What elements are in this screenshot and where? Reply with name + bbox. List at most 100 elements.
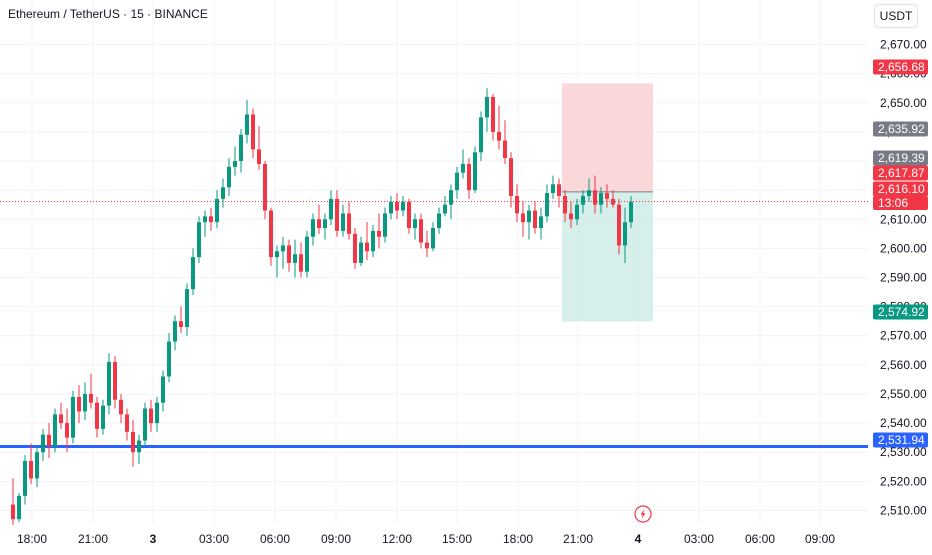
candle[interactable] xyxy=(53,408,57,453)
candle[interactable] xyxy=(293,239,297,278)
candle[interactable] xyxy=(65,408,69,453)
candle[interactable] xyxy=(443,195,447,217)
candle[interactable] xyxy=(11,478,15,525)
candle[interactable] xyxy=(119,393,123,424)
candle[interactable] xyxy=(137,434,141,464)
candle[interactable] xyxy=(551,175,555,199)
candle[interactable] xyxy=(515,184,519,223)
candle[interactable] xyxy=(29,443,33,485)
candle[interactable] xyxy=(503,120,507,164)
candle[interactable] xyxy=(545,184,549,223)
candle[interactable] xyxy=(107,353,111,415)
candle[interactable] xyxy=(473,146,477,194)
candle[interactable] xyxy=(143,402,147,447)
candle[interactable] xyxy=(509,152,513,208)
candle[interactable] xyxy=(149,399,153,432)
candle[interactable] xyxy=(287,239,291,272)
candle[interactable] xyxy=(587,178,591,202)
stop-loss-zone[interactable] xyxy=(562,83,653,192)
candle[interactable] xyxy=(89,373,93,409)
candle[interactable] xyxy=(203,210,207,237)
candle[interactable] xyxy=(557,178,561,208)
candle[interactable] xyxy=(23,455,27,505)
candle[interactable] xyxy=(59,402,63,429)
candle[interactable] xyxy=(377,213,381,249)
candle[interactable] xyxy=(365,222,369,261)
candle[interactable] xyxy=(611,190,615,208)
candle[interactable] xyxy=(431,222,435,252)
candle[interactable] xyxy=(335,190,339,237)
candle[interactable] xyxy=(263,161,267,220)
candle[interactable] xyxy=(599,187,603,214)
candle[interactable] xyxy=(575,198,579,226)
candle[interactable] xyxy=(485,88,489,132)
candle[interactable] xyxy=(131,420,135,467)
candle[interactable] xyxy=(185,283,189,336)
candle[interactable] xyxy=(329,190,333,226)
candle[interactable] xyxy=(167,332,171,383)
currency-selector-button[interactable]: USDT xyxy=(874,4,918,28)
candle[interactable] xyxy=(155,396,159,432)
candle[interactable] xyxy=(629,195,633,228)
candle[interactable] xyxy=(179,306,183,333)
candle[interactable] xyxy=(449,184,453,220)
candle[interactable] xyxy=(47,423,51,459)
candle[interactable] xyxy=(95,396,99,438)
candle[interactable] xyxy=(383,207,387,243)
candle[interactable] xyxy=(215,190,219,228)
candle[interactable] xyxy=(563,190,567,223)
candle[interactable] xyxy=(17,492,21,523)
candle[interactable] xyxy=(209,207,213,231)
candle[interactable] xyxy=(191,248,195,295)
candle[interactable] xyxy=(227,158,231,196)
candle[interactable] xyxy=(623,207,627,263)
candle[interactable] xyxy=(341,204,345,237)
candle[interactable] xyxy=(311,213,315,246)
candle[interactable] xyxy=(113,356,117,409)
candle[interactable] xyxy=(467,158,471,199)
candle[interactable] xyxy=(347,201,351,240)
candle[interactable] xyxy=(527,204,531,240)
candle[interactable] xyxy=(617,198,621,255)
candle[interactable] xyxy=(425,230,429,258)
candle[interactable] xyxy=(281,236,285,269)
candle[interactable] xyxy=(389,195,393,220)
candle[interactable] xyxy=(317,204,321,234)
candle[interactable] xyxy=(299,242,303,278)
candle[interactable] xyxy=(593,175,597,214)
candle[interactable] xyxy=(323,213,327,240)
candle[interactable] xyxy=(401,195,405,217)
candle[interactable] xyxy=(83,382,87,421)
candle[interactable] xyxy=(221,178,225,208)
candle[interactable] xyxy=(533,201,537,234)
candle[interactable] xyxy=(539,207,543,240)
candle[interactable] xyxy=(569,201,573,228)
candle[interactable] xyxy=(173,315,177,351)
candle[interactable] xyxy=(455,166,459,199)
candle[interactable] xyxy=(407,198,411,234)
candle[interactable] xyxy=(359,236,363,266)
alert-lightning-icon[interactable] xyxy=(634,505,652,523)
candle[interactable] xyxy=(353,228,357,269)
candle[interactable] xyxy=(197,216,201,263)
candle[interactable] xyxy=(491,94,495,141)
candle[interactable] xyxy=(437,207,441,234)
candle[interactable] xyxy=(605,184,609,208)
candle[interactable] xyxy=(233,146,237,176)
candle[interactable] xyxy=(521,201,525,237)
candle[interactable] xyxy=(497,105,501,150)
candle[interactable] xyxy=(461,149,465,179)
candle[interactable] xyxy=(275,245,279,278)
candle[interactable] xyxy=(395,193,399,220)
candle[interactable] xyxy=(413,213,417,240)
candle[interactable] xyxy=(161,370,165,412)
candle[interactable] xyxy=(257,126,261,170)
candle[interactable] xyxy=(581,190,585,214)
candle[interactable] xyxy=(371,225,375,258)
candle[interactable] xyxy=(419,213,423,249)
candle[interactable] xyxy=(245,99,249,144)
candle[interactable] xyxy=(71,391,75,444)
candle[interactable] xyxy=(251,108,255,159)
candle[interactable] xyxy=(479,111,483,162)
